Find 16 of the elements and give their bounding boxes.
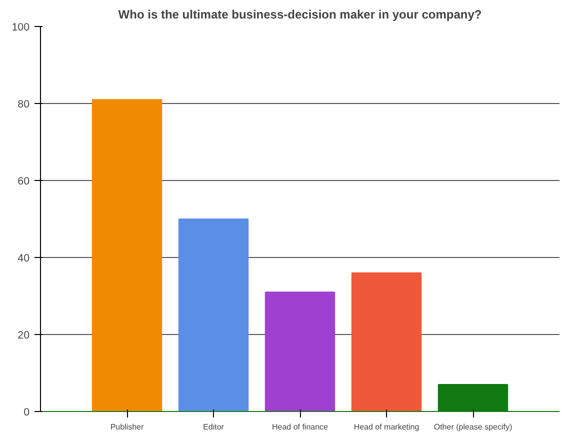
y-tick-label: 40 xyxy=(18,252,30,264)
x-tick-label: Publisher xyxy=(110,422,144,432)
x-tick-label: Head of finance xyxy=(272,422,329,432)
bar xyxy=(264,292,336,412)
y-tick-label: 100 xyxy=(12,22,30,34)
y-tick-label: 60 xyxy=(18,176,30,188)
x-tick-label: Head of marketing xyxy=(354,422,420,432)
y-tick-label: 20 xyxy=(18,330,30,342)
bar xyxy=(178,218,249,412)
bar xyxy=(92,99,162,412)
x-tick-label: Other (please specify) xyxy=(434,422,512,432)
y-tick-label: 80 xyxy=(18,98,30,110)
x-tick-label: Editor xyxy=(203,422,224,432)
chart-title: Who is the ultimate business-decision maker in your company? xyxy=(118,8,482,22)
bar xyxy=(351,272,422,412)
y-tick-label: 0 xyxy=(24,406,30,418)
